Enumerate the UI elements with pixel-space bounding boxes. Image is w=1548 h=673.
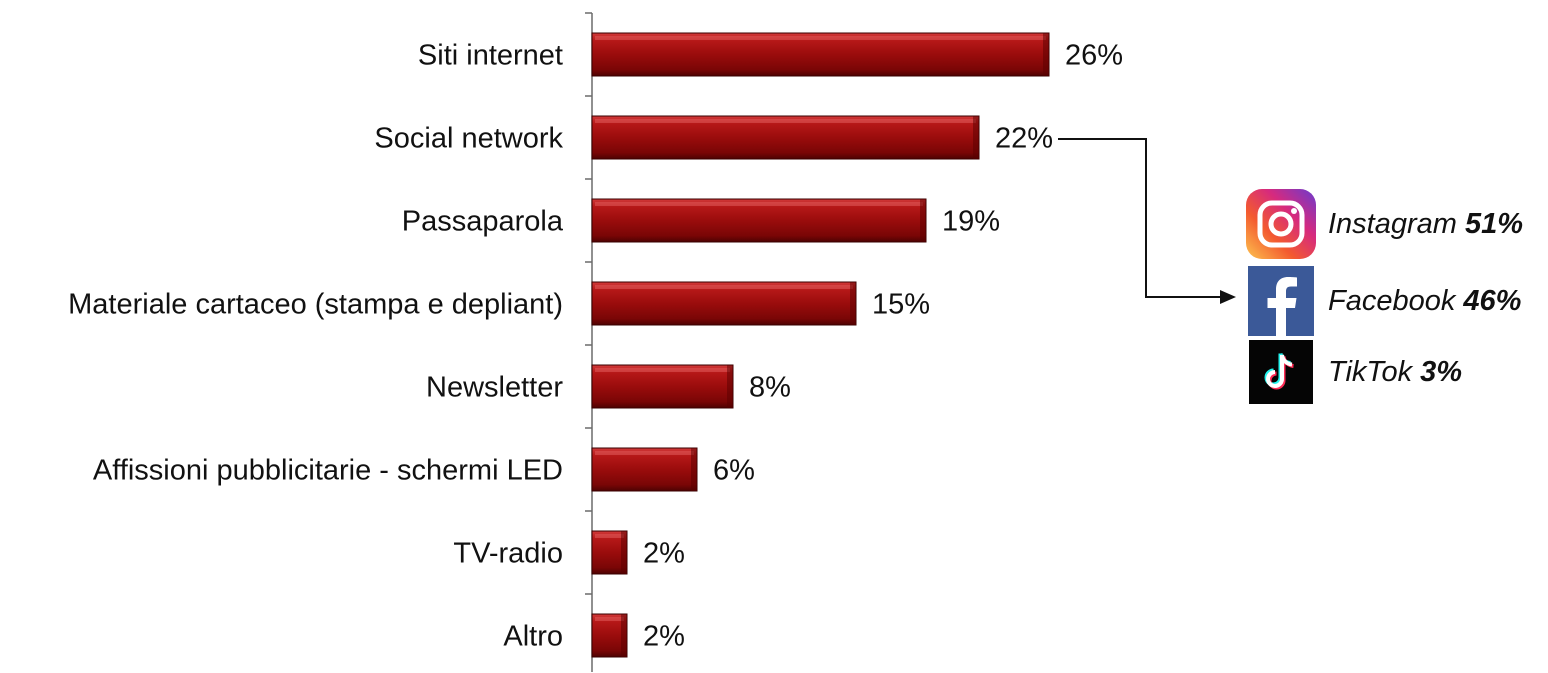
value-label: 22% xyxy=(995,123,1053,155)
social-item-tiktok: TikTok 3% xyxy=(1246,336,1462,408)
category-label: TV-radio xyxy=(453,538,563,570)
category-label: Materiale cartaceo (stampa e depliant) xyxy=(68,289,563,321)
social-value-tiktok: 3% xyxy=(1420,355,1463,388)
social-item-instagram: Instagram 51% xyxy=(1246,188,1523,260)
facebook-icon xyxy=(1246,266,1316,336)
social-name-tiktok: TikTok xyxy=(1328,355,1413,388)
instagram-icon xyxy=(1246,189,1316,259)
value-label: 2% xyxy=(643,538,685,570)
bar xyxy=(591,447,698,492)
bar xyxy=(591,115,980,160)
tiktok-icon xyxy=(1246,337,1316,407)
bar xyxy=(591,32,1050,77)
social-item-facebook: Facebook 46% xyxy=(1246,265,1521,337)
category-label: Passaparola xyxy=(402,206,564,238)
value-label: 15% xyxy=(872,289,930,321)
value-label: 2% xyxy=(643,621,685,653)
social-connector-arrow xyxy=(1058,138,1236,304)
category-label: Newsletter xyxy=(426,372,563,404)
category-label: Altro xyxy=(503,621,563,653)
value-label: 19% xyxy=(942,206,1000,238)
social-value-facebook: 46% xyxy=(1463,284,1522,317)
bar xyxy=(591,364,734,409)
social-name-facebook: Facebook xyxy=(1328,284,1456,317)
value-label: 26% xyxy=(1065,40,1123,72)
value-label: 8% xyxy=(749,372,791,404)
category-label: Affissioni pubblicitarie - schermi LED xyxy=(93,455,563,487)
category-label: Siti internet xyxy=(418,40,563,72)
social-name-instagram: Instagram xyxy=(1328,207,1457,240)
social-value-instagram: 51% xyxy=(1465,207,1524,240)
bar xyxy=(591,613,628,658)
bar xyxy=(591,281,857,326)
category-label: Social network xyxy=(374,123,563,155)
value-label: 6% xyxy=(713,455,755,487)
bar xyxy=(591,198,927,243)
bar xyxy=(591,530,628,575)
